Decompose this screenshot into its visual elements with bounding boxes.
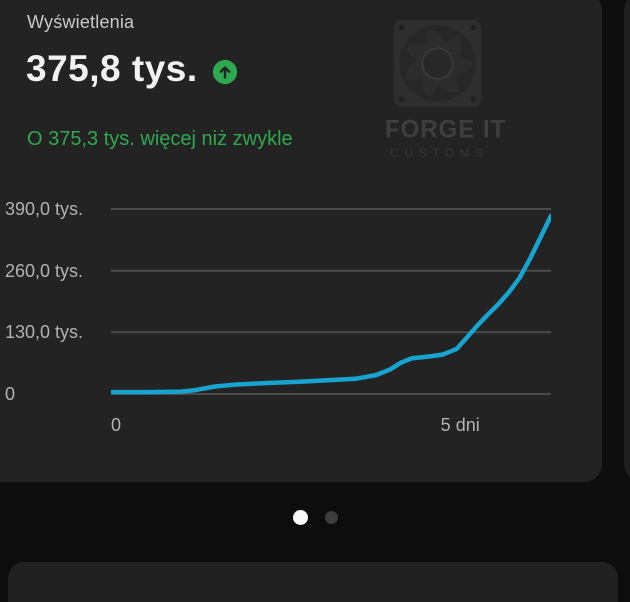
views-line-chart[interactable]: [111, 197, 551, 399]
views-analytics-card[interactable]: Wyświetlenia 375,8 tys. O 375,3 tys. wię…: [0, 0, 602, 482]
trend-up-icon: [212, 59, 238, 85]
brand-name: FORGE IT: [385, 115, 507, 144]
brand-subtitle: CUSTOMS: [390, 146, 489, 160]
comparison-text: O 375,3 tys. więcej niż zwykle: [27, 128, 293, 150]
next-card-peek[interactable]: [624, 0, 630, 482]
brand-watermark: FORGE IT CUSTOMS: [385, 17, 507, 160]
views-total-value: 375,8 tys.: [26, 48, 198, 89]
carousel-dot-1[interactable]: [292, 509, 308, 525]
y-axis-tick-label: 130,0 tys.: [5, 322, 84, 343]
x-axis-tick-label: 5 dni: [440, 415, 480, 435]
y-axis-tick-label: 0: [5, 384, 16, 404]
carousel-dot-2[interactable]: [324, 510, 338, 524]
carousel-dots: [0, 509, 630, 525]
x-axis-tick-label: 0: [111, 415, 122, 435]
metric-row: 375,8 tys.: [26, 48, 238, 90]
y-axis-tick-label: 260,0 tys.: [5, 260, 84, 281]
card-title: Wyświetlenia: [27, 12, 135, 32]
y-axis-tick-label: 390,0 tys.: [5, 199, 84, 219]
next-section-card[interactable]: [8, 562, 618, 602]
pc-fan-icon: [393, 19, 482, 108]
